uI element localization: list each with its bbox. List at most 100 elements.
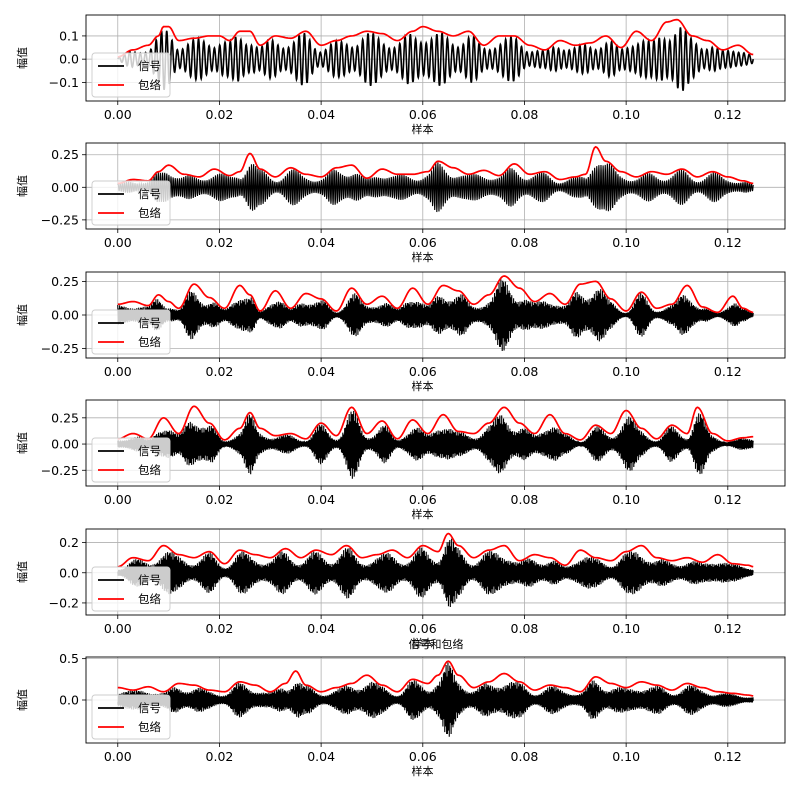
x-tick-label: 0.04 xyxy=(307,235,335,250)
legend-label: 包络 xyxy=(138,78,161,92)
x-tick-label: 0.08 xyxy=(511,364,539,379)
x-tick-label: 0.08 xyxy=(511,235,539,250)
x-tick-label: 0.08 xyxy=(511,492,539,507)
envelope-line xyxy=(117,532,754,568)
y-tick-label: 0.00 xyxy=(51,180,79,195)
legend-label: 信号 xyxy=(138,444,161,458)
legend-label: 包络 xyxy=(138,463,161,477)
subplot-4: 0.00 0.02 0.04 0.06 0.08 0.10 0.12 −0.25 0.00 0.2… xyxy=(16,399,786,521)
x-tick-label: 0.00 xyxy=(104,364,132,379)
subplots: 0.00 0.02 0.04 0.06 0.08 0.10 0.12 −0.1 0.0 0.1 样本… xyxy=(16,14,786,778)
legend-box xyxy=(91,566,171,612)
y-axis-label: 幅值 xyxy=(16,689,29,711)
y-tick-label: −0.25 xyxy=(41,463,79,478)
axes-frame xyxy=(85,399,786,487)
y-tick-label: 0.00 xyxy=(51,437,79,452)
x-tick-label: 0.00 xyxy=(104,749,132,764)
envelope-line xyxy=(117,145,754,185)
legend-box xyxy=(91,309,171,355)
x-tick-label: 0.04 xyxy=(307,364,335,379)
x-tick-label: 0.10 xyxy=(612,621,640,636)
legend-box xyxy=(91,437,171,483)
x-tick-label: 0.08 xyxy=(511,621,539,636)
x-tick-label: 0.02 xyxy=(206,235,234,250)
y-axis-label: 幅值 xyxy=(16,561,29,583)
envelope-line xyxy=(117,275,754,314)
x-tick-label: 0.02 xyxy=(206,107,234,122)
axes-frame xyxy=(85,528,786,616)
legend-label: 信号 xyxy=(138,187,161,201)
x-tick-label: 0.12 xyxy=(714,107,742,122)
x-tick-label: 0.02 xyxy=(206,621,234,636)
x-tick-label: 0.06 xyxy=(409,492,437,507)
figure-title: 信号和包络 xyxy=(409,637,464,651)
x-tick-label: 0.06 xyxy=(409,364,437,379)
y-axis-label: 幅值 xyxy=(16,432,29,454)
x-tick-label: 0.04 xyxy=(307,749,335,764)
y-tick-label: 0.0 xyxy=(59,693,79,708)
y-tick-label: 0.25 xyxy=(51,147,79,162)
x-tick-label: 0.12 xyxy=(714,492,742,507)
signal-line xyxy=(117,27,755,91)
signal-line xyxy=(117,279,754,351)
x-tick-label: 0.02 xyxy=(206,749,234,764)
x-tick-label: 0.02 xyxy=(206,492,234,507)
x-tick-label: 0.12 xyxy=(714,749,742,764)
x-axis-label: 样本 xyxy=(412,379,434,393)
axes-frame xyxy=(85,142,786,230)
subplot-3: 0.00 0.02 0.04 0.06 0.08 0.10 0.12 −0.25 0.00 0.2… xyxy=(16,271,786,393)
subplot-1: 0.00 0.02 0.04 0.06 0.08 0.10 0.12 −0.1 0.0 0.1 样本… xyxy=(16,14,786,136)
y-tick-label: 0.1 xyxy=(59,28,79,43)
x-tick-label: 0.10 xyxy=(612,364,640,379)
x-tick-label: 0.12 xyxy=(714,364,742,379)
y-axis-label: 幅值 xyxy=(16,175,29,197)
x-tick-label: 0.10 xyxy=(612,749,640,764)
x-axis-label: 样本 xyxy=(412,636,434,650)
x-tick-label: 0.04 xyxy=(307,621,335,636)
subplot-2: 0.00 0.02 0.04 0.06 0.08 0.10 0.12 −0.25 0.00 0.2… xyxy=(16,142,786,264)
envelope-line xyxy=(117,18,754,58)
x-tick-label: 0.10 xyxy=(612,492,640,507)
x-tick-label: 0.08 xyxy=(511,107,539,122)
legend-box xyxy=(91,52,171,98)
signal-line xyxy=(117,662,754,737)
legend-label: 信号 xyxy=(138,59,161,73)
x-tick-label: 0.12 xyxy=(714,621,742,636)
x-axis-label: 样本 xyxy=(412,250,434,264)
x-axis-label: 样本 xyxy=(412,764,434,778)
y-axis-label: 幅值 xyxy=(16,47,29,69)
legend-box xyxy=(91,694,171,740)
legend-box xyxy=(91,180,171,226)
x-tick-label: 0.06 xyxy=(409,621,437,636)
x-tick-label: 0.12 xyxy=(714,235,742,250)
x-tick-label: 0.10 xyxy=(612,235,640,250)
envelope-line xyxy=(117,405,754,442)
legend-label: 包络 xyxy=(138,335,161,349)
legend-label: 信号 xyxy=(138,701,161,715)
x-tick-label: 0.00 xyxy=(104,492,132,507)
signal-line xyxy=(117,162,754,213)
y-axis-label: 幅值 xyxy=(16,304,29,326)
y-tick-label: −0.2 xyxy=(49,595,79,610)
legend-label: 包络 xyxy=(138,720,161,734)
x-tick-label: 0.06 xyxy=(409,235,437,250)
x-tick-label: 0.00 xyxy=(104,235,132,250)
signal-line xyxy=(117,538,754,607)
y-tick-label: −0.25 xyxy=(41,212,79,227)
legend-label: 包络 xyxy=(138,206,161,220)
x-tick-label: 0.04 xyxy=(307,492,335,507)
x-tick-label: 0.04 xyxy=(307,107,335,122)
x-tick-label: 0.08 xyxy=(511,749,539,764)
subplot-5: 0.00 0.02 0.04 0.06 0.08 0.10 0.12 −0.2 0.0 0.2 样本… xyxy=(16,528,786,650)
y-tick-label: −0.1 xyxy=(49,75,79,90)
y-tick-label: 0.25 xyxy=(51,274,79,289)
y-tick-label: 0.2 xyxy=(59,535,79,550)
